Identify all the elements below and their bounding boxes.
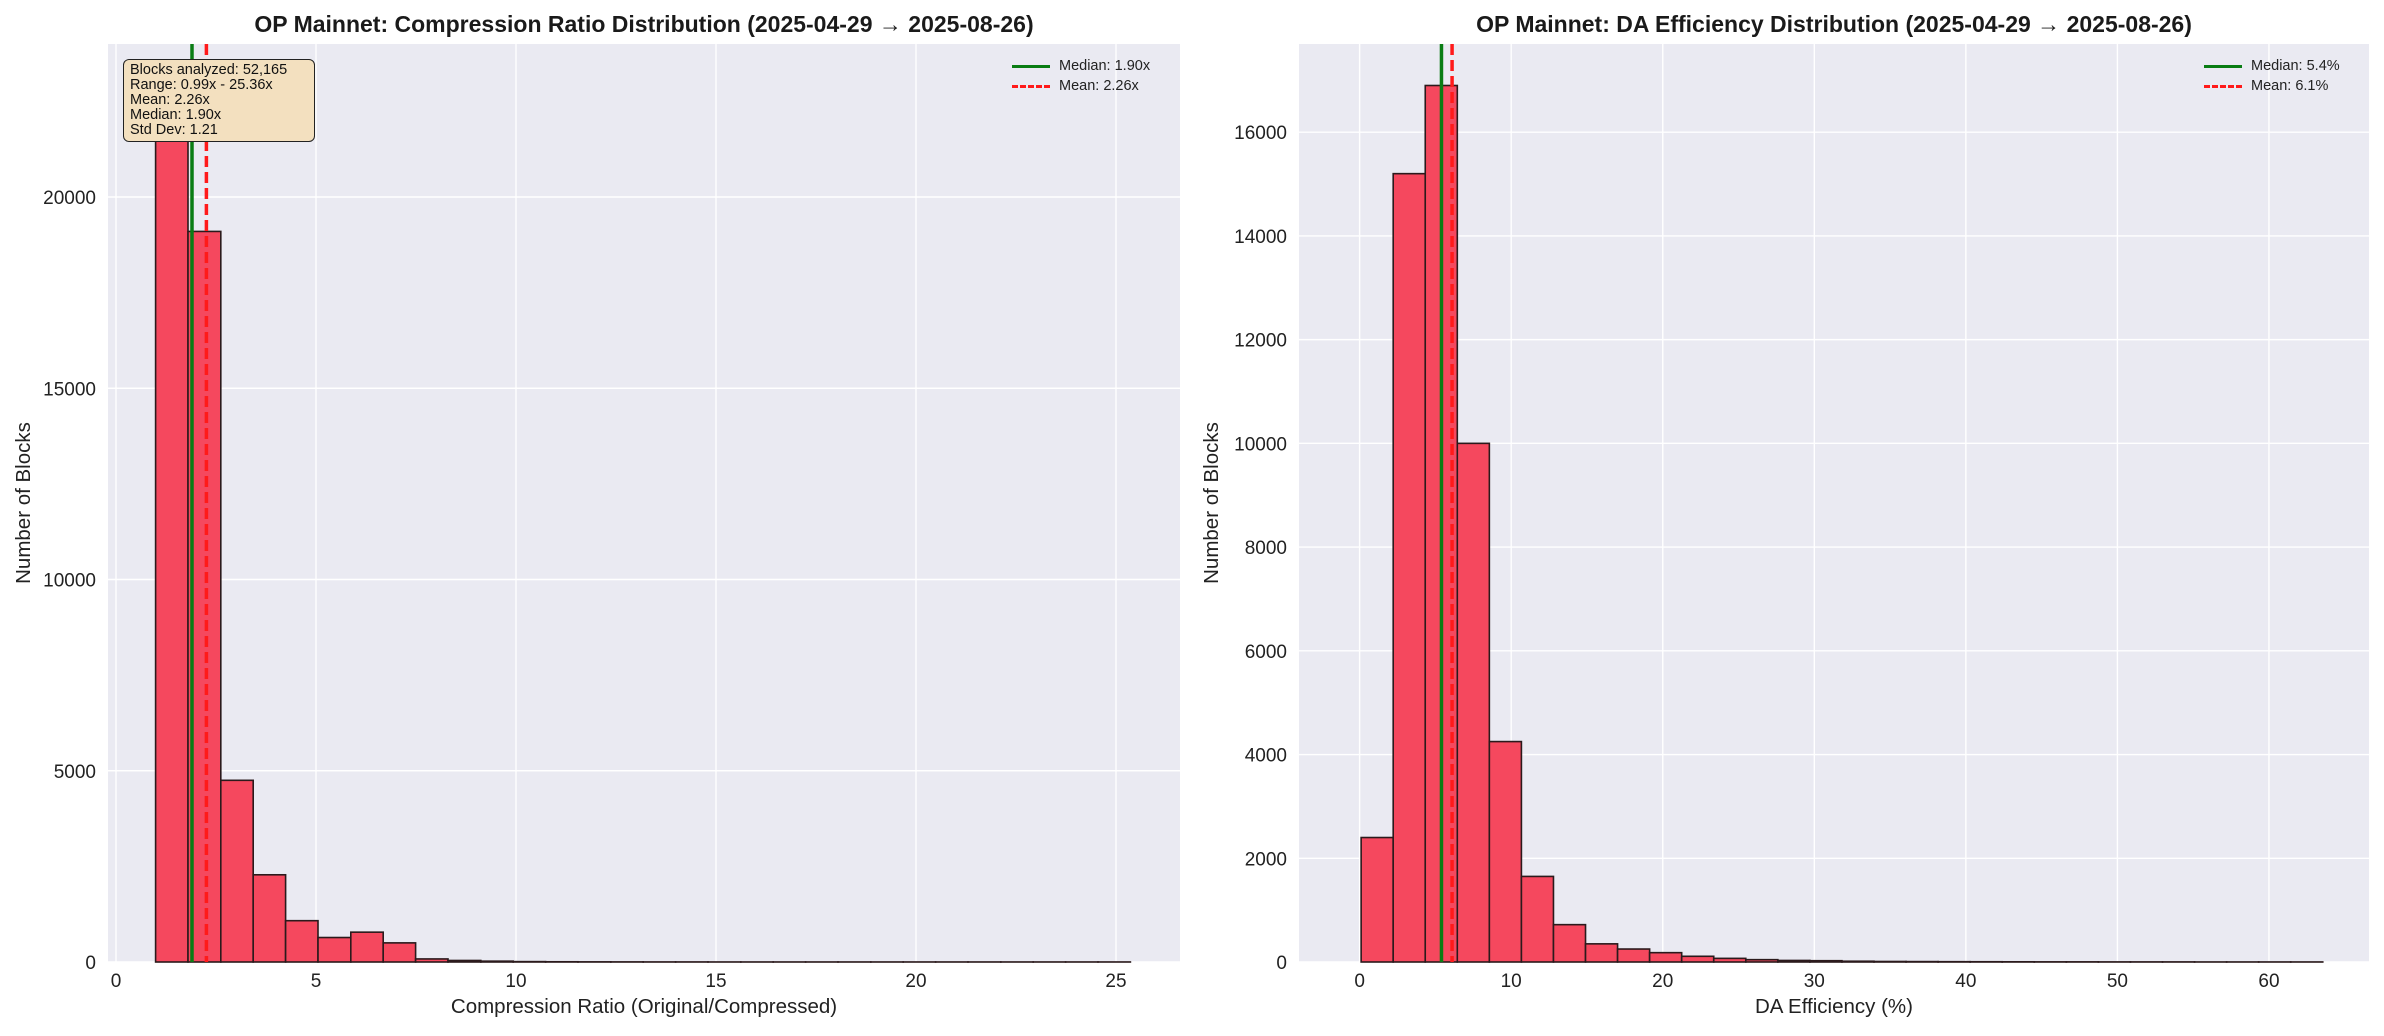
stats-line-mean: Mean: 2.26x — [130, 93, 308, 108]
y-tick-label: 4000 — [1245, 746, 1287, 767]
legend-label-mean: Mean: 2.26x — [1059, 78, 1139, 94]
y-tick-label: 15000 — [43, 379, 96, 400]
x-tick-label: 60 — [2258, 971, 2279, 992]
y-tick-label: 12000 — [1234, 331, 1287, 352]
x-tick-label: 25 — [1105, 971, 1126, 992]
histogram-bar — [1874, 961, 1906, 962]
y-axis-label: Number of Blocks — [12, 422, 35, 584]
y-tick-label: 0 — [85, 953, 96, 974]
compression-ratio-plot: 0 5 10 15 20 25 0 5000 10000 15000 20000 Compressio… — [0, 0, 1192, 1031]
histogram-bar — [1489, 742, 1521, 962]
x-tick-label: 20 — [1652, 971, 1673, 992]
x-axis-label: DA Efficiency (%) — [1755, 995, 1913, 1018]
plot-area — [108, 44, 1180, 962]
median-line-swatch — [1012, 65, 1050, 68]
histogram-bar — [1810, 961, 1842, 962]
mean-line-swatch — [2204, 85, 2242, 88]
x-tick-label: 5 — [311, 971, 322, 992]
histogram-bar — [448, 960, 481, 962]
histogram-bar — [1714, 958, 1746, 962]
x-tick-label: 50 — [2107, 971, 2128, 992]
x-tick-label: 15 — [705, 971, 726, 992]
da-efficiency-chart: 0 10 20 30 40 50 60 0 2000 4000 6000 8000 10000 12000… — [1192, 0, 2384, 1031]
histogram-bar — [1361, 838, 1393, 962]
histogram-bar — [481, 961, 513, 962]
chart-title: OP Mainnet: DA Efficiency Distribution (… — [1476, 11, 2192, 37]
histogram-bar — [253, 875, 285, 962]
x-tick-label: 20 — [905, 971, 926, 992]
x-tick-label: 40 — [1955, 971, 1976, 992]
y-axis-label: Number of Blocks — [1200, 422, 1223, 584]
histogram-bar — [1778, 960, 1810, 962]
y-tick-label: 2000 — [1245, 849, 1287, 870]
histogram-bar — [286, 921, 318, 962]
histogram-bar — [383, 943, 415, 962]
histogram-bar — [221, 780, 253, 962]
x-tick-label: 30 — [1804, 971, 1825, 992]
stats-annotation-box: Blocks analyzed: 52,165 Range: 0.99x - 2… — [123, 59, 315, 142]
x-tick-label: 10 — [1501, 971, 1522, 992]
legend-label-mean: Mean: 6.1% — [2251, 78, 2328, 94]
histogram-bar — [1682, 956, 1714, 962]
y-tick-label: 10000 — [43, 571, 96, 592]
stats-line-blocks: Blocks analyzed: 52,165 — [130, 63, 308, 78]
legend: Median: 5.4% Mean: 6.1% — [2204, 56, 2340, 96]
histogram-bar — [1618, 949, 1650, 962]
x-tick-label: 10 — [505, 971, 526, 992]
legend-item-mean: Mean: 6.1% — [2204, 76, 2340, 96]
histogram-bar — [1650, 953, 1682, 962]
compression-ratio-chart: 0 5 10 15 20 25 0 5000 10000 15000 20000 Compressio… — [0, 0, 1192, 1031]
histogram-bar — [1521, 876, 1553, 962]
y-tick-label: 5000 — [54, 762, 96, 783]
histogram-bar — [1746, 960, 1778, 962]
histogram-bar — [1553, 925, 1585, 962]
legend-item-mean: Mean: 2.26x — [1012, 76, 1150, 96]
histogram-bar — [416, 959, 448, 962]
histogram-bar — [1842, 961, 1874, 962]
legend-item-median: Median: 1.90x — [1012, 56, 1150, 76]
legend: Median: 1.90x Mean: 2.26x — [1012, 56, 1150, 96]
y-tick-label: 6000 — [1245, 642, 1287, 663]
x-axis-label: Compression Ratio (Original/Compressed) — [451, 995, 837, 1018]
histogram-bar — [156, 71, 188, 962]
median-line-swatch — [2204, 65, 2242, 68]
y-tick-label: 14000 — [1234, 227, 1287, 248]
y-tick-label: 0 — [1276, 953, 1287, 974]
stats-line-median: Median: 1.90x — [130, 108, 308, 123]
y-tick-label: 20000 — [43, 188, 96, 209]
legend-label-median: Median: 1.90x — [1059, 58, 1150, 74]
x-tick-label: 0 — [1354, 971, 1365, 992]
histogram-bar — [1393, 174, 1425, 962]
y-tick-label: 10000 — [1234, 434, 1287, 455]
stats-line-range: Range: 0.99x - 25.36x — [130, 78, 308, 93]
y-tick-label: 8000 — [1245, 538, 1287, 559]
y-tick-label: 16000 — [1234, 123, 1287, 144]
chart-title: OP Mainnet: Compression Ratio Distributi… — [254, 11, 1033, 37]
x-tick-label: 0 — [111, 971, 122, 992]
legend-item-median: Median: 5.4% — [2204, 56, 2340, 76]
histogram-bar — [318, 938, 351, 962]
mean-line-swatch — [1012, 85, 1050, 88]
legend-label-median: Median: 5.4% — [2251, 58, 2340, 74]
histogram-bar — [1586, 944, 1618, 962]
histogram-bar — [351, 932, 383, 962]
stats-line-stddev: Std Dev: 1.21 — [130, 123, 308, 138]
da-efficiency-plot: 0 10 20 30 40 50 60 0 2000 4000 6000 8000 10000 12000… — [1192, 0, 2384, 1031]
histogram-bar — [1457, 443, 1489, 962]
